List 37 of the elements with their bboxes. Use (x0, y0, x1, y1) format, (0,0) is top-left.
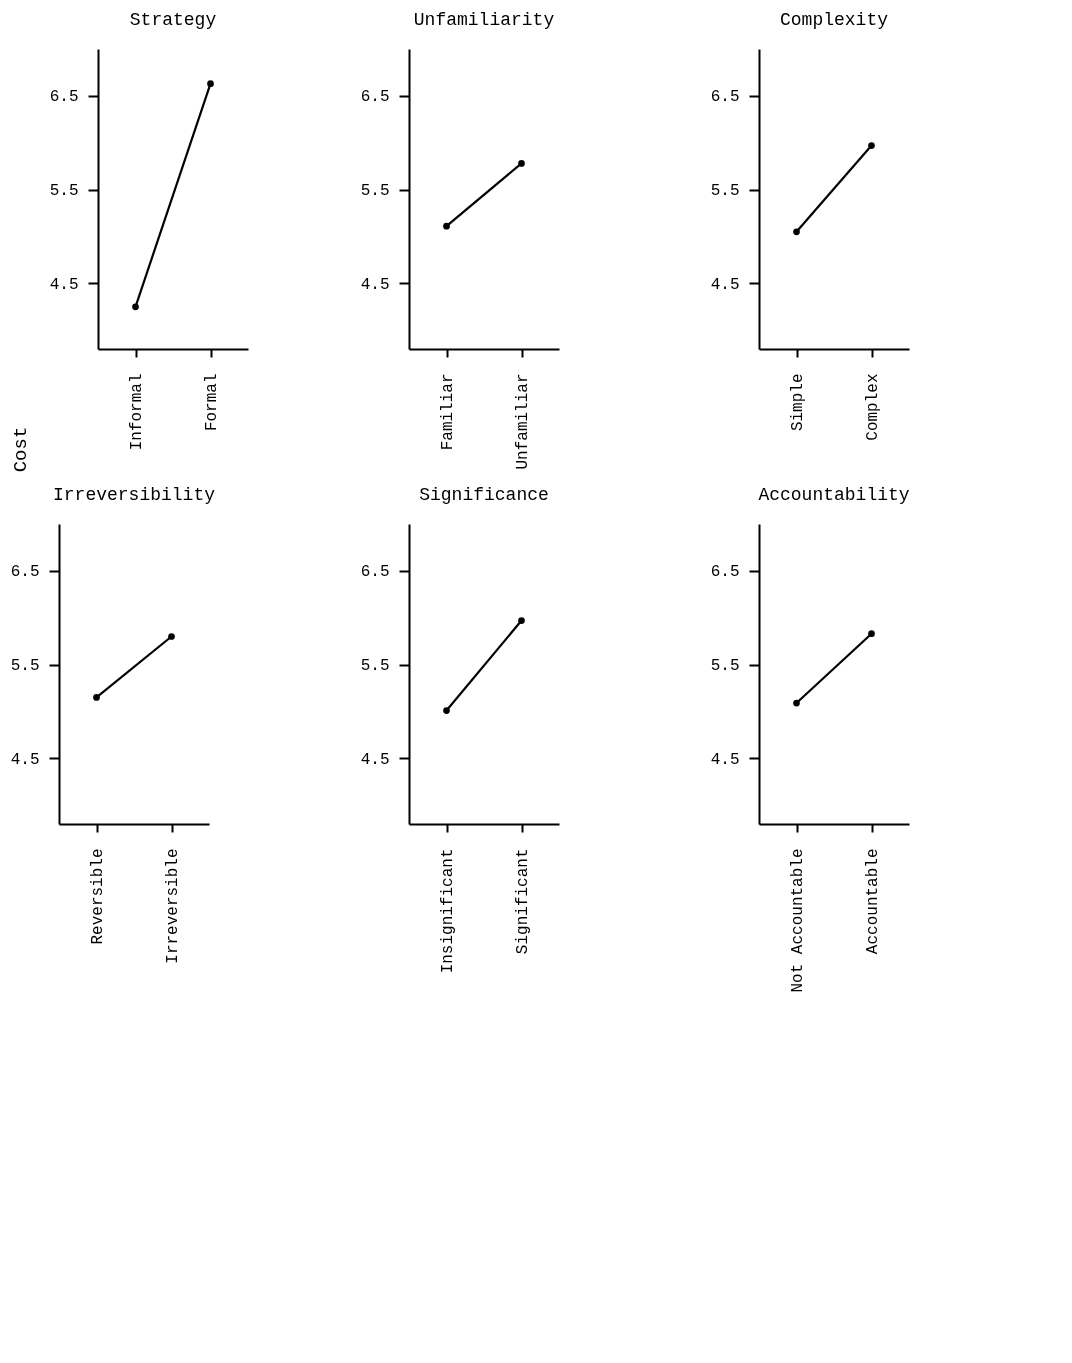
x-tick-label: Reversible (89, 848, 107, 945)
x-tick-label: Familiar (439, 373, 457, 451)
y-tick-label: 5.5 (10, 657, 40, 676)
y-tick-label: 6.5 (710, 88, 740, 107)
y-tick-label: 6.5 (360, 88, 390, 107)
chart-title: Irreversibility (52, 485, 216, 505)
y-tick-label: 4.5 (710, 275, 740, 294)
y-tick-label: 4.5 (360, 275, 390, 294)
y-tick-label: 6.5 (10, 563, 40, 582)
y-tick-label: 6.5 (710, 563, 740, 582)
x-tick-label: Significant (514, 848, 532, 955)
chart-title: Strategy (129, 10, 217, 30)
y-tick-label: 5.5 (710, 657, 740, 676)
y-tick-label: 4.5 (710, 750, 740, 769)
y-axis-title: Cost (9, 426, 32, 473)
x-tick-label: Complex (864, 373, 882, 441)
x-tick-label: Formal (203, 373, 221, 432)
y-tick-label: 6.5 (49, 88, 79, 107)
x-tick-label: Informal (128, 373, 146, 451)
x-tick-label: Accountable (864, 848, 882, 955)
x-tick-label: Insignificant (439, 848, 457, 974)
y-tick-label: 5.5 (710, 182, 740, 201)
chart-title: Significance (419, 485, 549, 505)
chart-title: Unfamiliarity (413, 10, 555, 30)
x-tick-label: Simple (789, 373, 807, 432)
y-tick-label: 4.5 (10, 750, 40, 769)
x-tick-label: Unfamiliar (514, 373, 532, 470)
y-tick-label: 4.5 (49, 275, 79, 294)
y-tick-label: 5.5 (360, 657, 390, 676)
chart-title: Accountability (758, 485, 910, 505)
y-tick-label: 4.5 (360, 750, 390, 769)
y-tick-label: 5.5 (49, 182, 79, 201)
y-tick-label: 5.5 (360, 182, 390, 201)
y-tick-label: 6.5 (360, 563, 390, 582)
x-tick-label: Not Accountable (789, 848, 807, 993)
x-tick-label: Irreversible (164, 848, 182, 964)
chart-title: Complexity (779, 10, 889, 30)
